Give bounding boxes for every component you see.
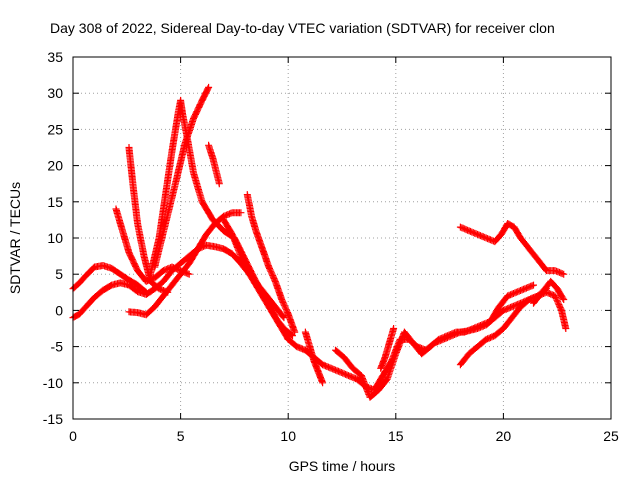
x-tick-label: 5 [177,428,185,444]
series-markers [125,209,245,319]
series-arc-17 [530,277,568,307]
axis-ticks: 0 5 10 15 20 25 -15 -10 -5 0 5 10 15 20 25 30 35 [43,49,619,444]
y-tick-label: 20 [47,158,63,174]
y-tick-label: 25 [47,121,63,137]
series-arc-12 [301,328,327,387]
series-markers [151,83,213,271]
x-tick-label: 0 [69,428,77,444]
x-tick-label: 20 [496,428,512,444]
series-markers [530,277,568,307]
y-tick-label: 5 [55,266,63,282]
y-tick-label: 0 [55,302,63,318]
data-markers [69,83,570,401]
grid [73,57,611,419]
series-markers [377,325,398,372]
y-tick-label: 15 [47,194,63,210]
series-markers [205,141,223,188]
x-tick-label: 15 [388,428,404,444]
series-markers [220,216,296,340]
series-arc-14 [377,325,398,372]
series-markers [332,281,537,401]
series-arc-8 [205,141,223,188]
y-tick-label: -10 [43,375,63,391]
series-markers [125,144,172,296]
y-tick-label: 30 [47,85,63,101]
y-tick-label: 10 [47,230,63,246]
y-tick-label: -5 [51,339,64,355]
series-arc-10 [243,191,299,336]
series-arc-13 [332,281,537,401]
series-markers [243,191,299,336]
series-arc-9 [220,216,296,340]
y-axis-label: SDTVAR / TECUs [7,182,23,294]
series-markers [301,328,327,387]
series-markers [456,220,568,278]
series-arc-15 [456,220,568,278]
x-tick-label: 25 [603,428,619,444]
series-arc-4 [125,144,172,296]
series-arc-11 [284,285,550,394]
x-tick-label: 10 [280,428,296,444]
x-axis-label: GPS time / hours [289,458,396,474]
y-tick-label: 35 [47,49,63,65]
series-markers [284,285,550,394]
series-arc-5 [125,209,245,319]
chart-title: Day 308 of 2022, Sidereal Day-to-day VTE… [50,20,555,36]
y-tick-label: -15 [43,411,63,427]
series-arc-7 [151,83,213,271]
